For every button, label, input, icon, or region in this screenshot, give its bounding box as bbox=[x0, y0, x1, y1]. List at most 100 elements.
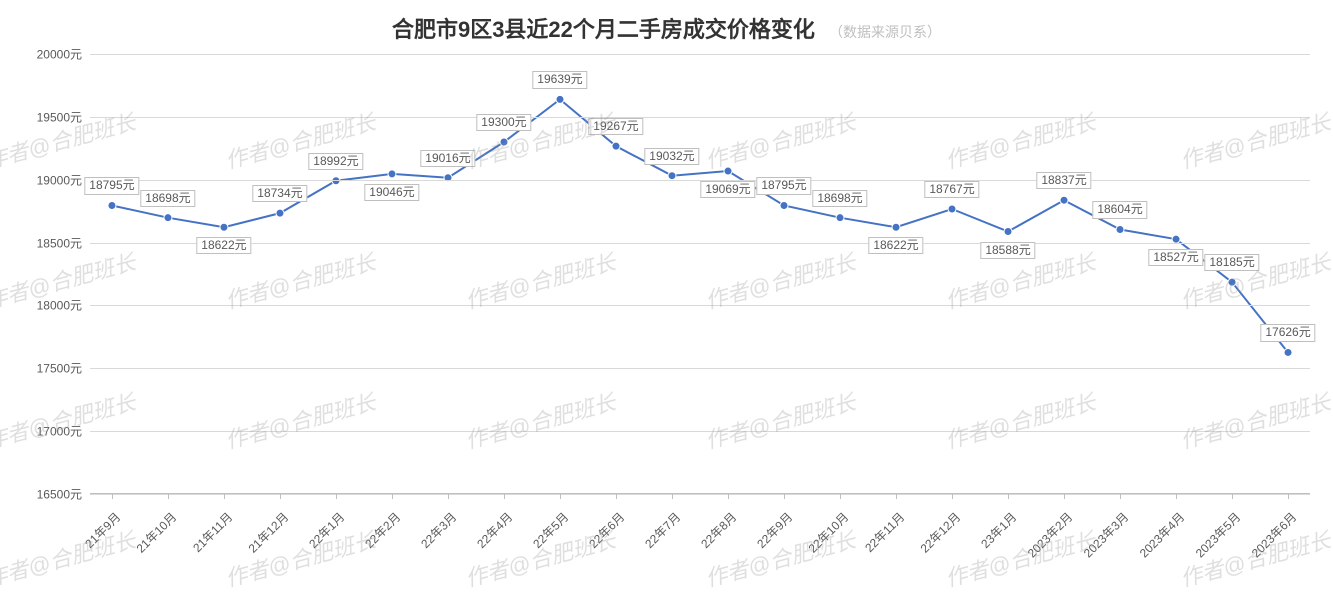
data-point bbox=[1228, 278, 1236, 286]
x-axis-tick bbox=[168, 494, 169, 499]
data-point bbox=[1284, 348, 1292, 356]
data-label: 19300元 bbox=[476, 114, 531, 131]
data-point bbox=[388, 170, 396, 178]
x-axis-tick-label: 23年1月 bbox=[959, 508, 1021, 570]
data-label: 18767元 bbox=[924, 181, 979, 198]
data-label: 18527元 bbox=[1148, 249, 1203, 266]
data-point bbox=[612, 142, 620, 150]
x-axis-tick-label: 21年11月 bbox=[174, 508, 236, 570]
data-point bbox=[108, 201, 116, 209]
x-axis-tick bbox=[616, 494, 617, 499]
x-axis-tick bbox=[840, 494, 841, 499]
data-label: 18698元 bbox=[812, 190, 867, 207]
gridline bbox=[90, 243, 1310, 244]
data-point bbox=[1116, 225, 1124, 233]
x-axis-tick-label: 22年9月 bbox=[734, 508, 796, 570]
x-axis-tick-label: 22年12月 bbox=[903, 508, 965, 570]
line-series-svg bbox=[90, 54, 1310, 494]
data-label: 19016元 bbox=[420, 150, 475, 167]
data-point bbox=[1004, 228, 1012, 236]
chart-subtitle: （数据来源贝系） bbox=[829, 24, 941, 40]
y-axis-labels: 16500元17000元17500元18000元18500元19000元1950… bbox=[0, 54, 90, 494]
data-label: 18622元 bbox=[196, 237, 251, 254]
data-label: 18185元 bbox=[1204, 254, 1259, 271]
x-axis-tick bbox=[280, 494, 281, 499]
x-axis-tick bbox=[896, 494, 897, 499]
data-label: 19032元 bbox=[644, 148, 699, 165]
x-axis-tick bbox=[336, 494, 337, 499]
data-point bbox=[220, 223, 228, 231]
data-point bbox=[780, 201, 788, 209]
x-axis-tick-label: 22年5月 bbox=[510, 508, 572, 570]
data-point bbox=[668, 172, 676, 180]
x-axis-tick-label: 22年6月 bbox=[566, 508, 628, 570]
x-axis-tick bbox=[784, 494, 785, 499]
data-point bbox=[724, 167, 732, 175]
gridline bbox=[90, 54, 1310, 55]
data-label: 18588元 bbox=[980, 242, 1035, 259]
data-point bbox=[836, 214, 844, 222]
x-axis-tick bbox=[560, 494, 561, 499]
x-axis-tick-label: 22年11月 bbox=[846, 508, 908, 570]
x-axis-tick-label: 2023年5月 bbox=[1183, 508, 1245, 570]
x-axis-tick-label: 22年10月 bbox=[790, 508, 852, 570]
x-axis-tick bbox=[112, 494, 113, 499]
data-point bbox=[500, 138, 508, 146]
x-axis-tick-label: 22年3月 bbox=[398, 508, 460, 570]
y-axis-tick-label: 18000元 bbox=[0, 297, 82, 314]
y-axis-tick-label: 19500元 bbox=[0, 108, 82, 125]
chart-title-text: 合肥市9区3县近22个月二手房成交价格变化 bbox=[392, 17, 815, 42]
data-label: 18837元 bbox=[1036, 172, 1091, 189]
data-label: 18604元 bbox=[1092, 201, 1147, 218]
data-label: 18795元 bbox=[84, 177, 139, 194]
gridline bbox=[90, 494, 1310, 495]
y-axis-tick-label: 16500元 bbox=[0, 486, 82, 503]
x-axis-tick-label: 2023年4月 bbox=[1127, 508, 1189, 570]
data-label: 18992元 bbox=[308, 153, 363, 170]
data-label: 18622元 bbox=[868, 237, 923, 254]
data-point bbox=[1060, 196, 1068, 204]
x-axis-tick-label: 21年12月 bbox=[230, 508, 292, 570]
gridline bbox=[90, 117, 1310, 118]
y-axis-tick-label: 20000元 bbox=[0, 46, 82, 63]
series-line bbox=[112, 99, 1288, 352]
y-axis-tick-label: 18500元 bbox=[0, 234, 82, 251]
x-axis-tick-label: 22年2月 bbox=[342, 508, 404, 570]
x-axis-tick bbox=[504, 494, 505, 499]
plot-area: 18795元18698元18622元18734元18992元19046元1901… bbox=[90, 54, 1310, 494]
data-point bbox=[332, 177, 340, 185]
x-axis-tick bbox=[672, 494, 673, 499]
x-axis-tick bbox=[224, 494, 225, 499]
gridline bbox=[90, 305, 1310, 306]
gridline bbox=[90, 431, 1310, 432]
x-axis-tick bbox=[392, 494, 393, 499]
data-label: 18795元 bbox=[756, 177, 811, 194]
data-point bbox=[948, 205, 956, 213]
x-axis-tick-label: 2023年6月 bbox=[1239, 508, 1301, 570]
y-axis-tick-label: 17500元 bbox=[0, 360, 82, 377]
x-axis-tick bbox=[1008, 494, 1009, 499]
x-axis-tick-label: 22年1月 bbox=[286, 508, 348, 570]
data-label: 19267元 bbox=[588, 118, 643, 135]
x-axis-tick-label: 21年9月 bbox=[62, 508, 124, 570]
x-axis-tick-label: 22年7月 bbox=[622, 508, 684, 570]
x-axis-tick-label: 22年4月 bbox=[454, 508, 516, 570]
x-axis-tick bbox=[1064, 494, 1065, 499]
x-axis-tick bbox=[1232, 494, 1233, 499]
y-axis-tick-label: 17000元 bbox=[0, 423, 82, 440]
x-axis-tick bbox=[1120, 494, 1121, 499]
y-axis-tick-label: 19000元 bbox=[0, 171, 82, 188]
x-axis-tick-label: 2023年3月 bbox=[1071, 508, 1133, 570]
data-label: 18698元 bbox=[140, 190, 195, 207]
x-axis-line bbox=[90, 493, 1310, 494]
data-label: 18734元 bbox=[252, 185, 307, 202]
gridline bbox=[90, 368, 1310, 369]
x-axis-tick bbox=[1176, 494, 1177, 499]
x-axis-tick-label: 2023年2月 bbox=[1015, 508, 1077, 570]
data-point bbox=[276, 209, 284, 217]
data-label: 19046元 bbox=[364, 184, 419, 201]
data-point bbox=[556, 95, 564, 103]
x-axis-tick bbox=[952, 494, 953, 499]
chart-title: 合肥市9区3县近22个月二手房成交价格变化 （数据来源贝系） bbox=[0, 0, 1333, 44]
x-axis-tick bbox=[1288, 494, 1289, 499]
